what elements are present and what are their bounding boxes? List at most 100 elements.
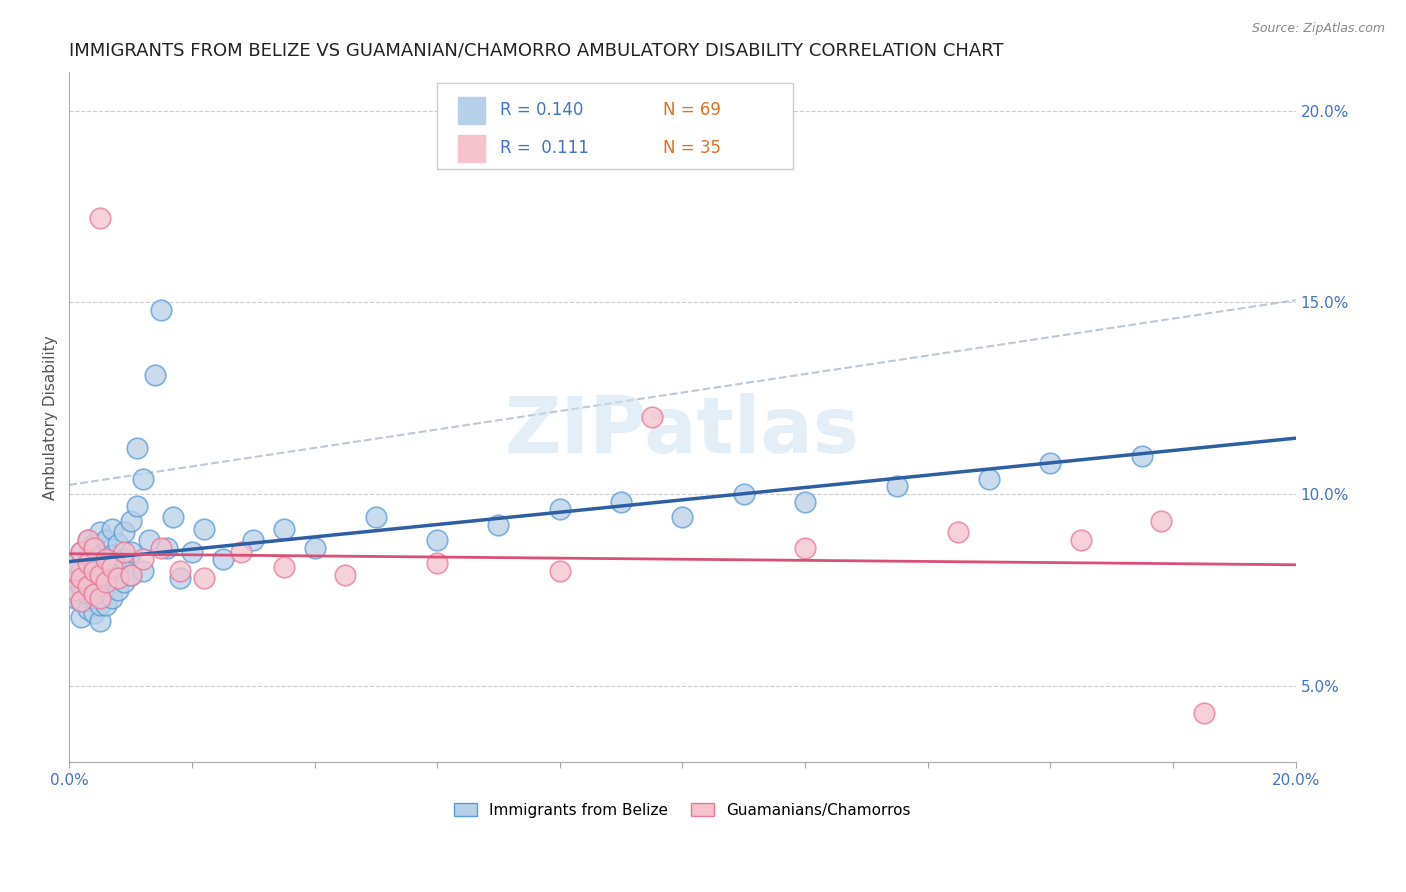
Point [120,514,142,528]
Point [94,552,117,566]
Point [101,571,124,585]
Point [101,560,124,574]
Point [1039,457,1062,471]
Point [1192,706,1215,720]
Text: ZIPatlas: ZIPatlas [505,393,860,469]
Point [94,579,117,593]
Point [70,544,93,558]
Point [70,609,93,624]
Point [169,564,191,578]
Point [125,441,148,455]
Point [794,541,817,555]
Point [94,599,117,613]
Point [70,564,93,578]
Point [671,510,693,524]
Point [156,541,179,555]
Point [610,495,633,509]
Point [83,591,105,605]
Point [977,472,1000,486]
Point [76,587,98,601]
Text: Source: ZipAtlas.com: Source: ZipAtlas.com [1251,22,1385,36]
Point [89,582,111,597]
Point [70,579,93,593]
Point [65,582,87,597]
Point [886,479,908,493]
Point [70,594,93,608]
Text: IMMIGRANTS FROM BELIZE VS GUAMANIAN/CHAMORRO AMBULATORY DISABILITY CORRELATION C: IMMIGRANTS FROM BELIZE VS GUAMANIAN/CHAM… [69,42,1004,60]
Point [273,522,295,536]
Point [89,211,111,226]
Point [229,544,252,558]
Point [948,525,970,540]
Point [76,533,98,547]
Point [89,567,111,582]
Point [242,533,264,547]
Point [112,575,135,590]
Point [143,368,166,383]
Point [304,541,326,555]
FancyBboxPatch shape [437,83,793,169]
Text: N = 69: N = 69 [662,102,721,120]
Point [794,495,817,509]
Point [125,499,148,513]
Point [132,552,155,566]
Point [65,571,87,585]
Point [76,602,98,616]
Point [83,564,105,578]
Bar [458,135,485,162]
Point [548,564,571,578]
Point [94,533,117,547]
Point [364,510,387,524]
Point [89,591,111,605]
Point [120,567,142,582]
Point [1070,533,1092,547]
Point [193,571,215,585]
Point [65,564,87,578]
Point [83,587,105,601]
Point [169,571,191,585]
Point [101,549,124,563]
Point [211,552,233,566]
Point [180,544,202,558]
Point [89,525,111,540]
Point [70,594,93,608]
Point [641,410,664,425]
Point [112,544,135,558]
Point [1130,449,1153,463]
Point [89,599,111,613]
Point [138,533,160,547]
Point [548,502,571,516]
Point [65,591,87,605]
Point [132,472,155,486]
Point [193,522,215,536]
Point [488,517,510,532]
Point [76,533,98,547]
Point [89,614,111,628]
Y-axis label: Ambulatory Disability: Ambulatory Disability [44,335,58,500]
Point [162,510,184,524]
Point [733,487,755,501]
Point [89,567,111,582]
Point [83,541,105,555]
Point [107,537,129,551]
Legend: Immigrants from Belize, Guamanians/Chamorros: Immigrants from Belize, Guamanians/Chamo… [449,797,917,824]
Point [132,564,155,578]
Point [101,522,124,536]
Point [76,556,98,570]
Point [94,575,117,590]
Point [70,571,93,585]
Point [107,582,129,597]
Point [94,556,117,570]
Point [107,564,129,578]
Point [83,556,105,570]
Point [120,544,142,558]
Point [150,541,173,555]
Point [65,556,87,570]
Point [120,567,142,582]
Point [89,549,111,563]
Point [107,571,129,585]
Point [76,579,98,593]
Point [150,303,173,318]
Point [426,533,449,547]
Point [1150,514,1173,528]
